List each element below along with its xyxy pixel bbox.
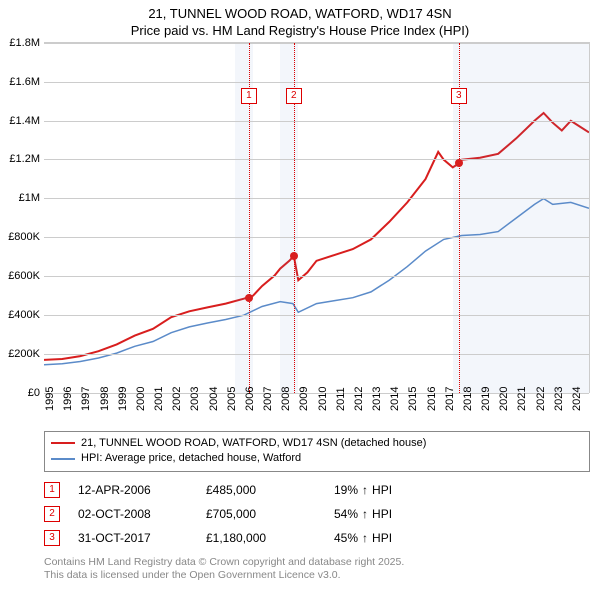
legend-swatch-2 xyxy=(51,458,75,460)
title-line-1: 21, TUNNEL WOOD ROAD, WATFORD, WD17 4SN xyxy=(0,6,600,23)
sales-table: 1 12-APR-2006 £485,000 19% ↑ HPI 2 02-OC… xyxy=(44,478,590,550)
legend-label-2: HPI: Average price, detached house, Watf… xyxy=(81,451,301,466)
x-tick-label: 2000 xyxy=(135,386,143,410)
legend-box: 21, TUNNEL WOOD ROAD, WATFORD, WD17 4SN … xyxy=(44,431,590,472)
y-tick-label: £1.4M xyxy=(0,115,40,127)
x-tick-label: 2013 xyxy=(371,386,379,410)
sales-delta-2: 54% ↑ HPI xyxy=(334,507,392,521)
y-tick-label: £200K xyxy=(0,348,40,360)
x-tick-label: 2024 xyxy=(571,386,579,410)
y-tick-label: £1M xyxy=(0,192,40,204)
up-arrow-icon: ↑ xyxy=(362,531,368,545)
sales-badge-3: 3 xyxy=(44,530,60,546)
title-line-2: Price paid vs. HM Land Registry's House … xyxy=(0,23,600,40)
x-tick-label: 2010 xyxy=(317,386,325,410)
x-tick-label: 1999 xyxy=(117,386,125,410)
up-arrow-icon: ↑ xyxy=(362,507,368,521)
up-arrow-icon: ↑ xyxy=(362,483,368,497)
sales-row-3: 3 31-OCT-2017 £1,180,000 45% ↑ HPI xyxy=(44,526,590,550)
x-tick-label: 2005 xyxy=(226,386,234,410)
x-tick-label: 2011 xyxy=(335,387,343,411)
y-tick-label: £400K xyxy=(0,309,40,321)
x-tick-label: 2023 xyxy=(553,386,561,410)
x-tick-label: 2022 xyxy=(535,386,543,410)
y-tick-label: £1.6M xyxy=(0,76,40,88)
sales-price-2: £705,000 xyxy=(206,507,316,521)
x-tick-label: 2015 xyxy=(407,386,415,410)
y-tick-label: £600K xyxy=(0,270,40,282)
sale-marker-badge: 3 xyxy=(451,88,467,104)
attribution-line-1: Contains HM Land Registry data © Crown c… xyxy=(44,556,590,570)
x-tick-label: 2007 xyxy=(262,386,270,410)
sales-price-1: £485,000 xyxy=(206,483,316,497)
sale-marker-badge: 2 xyxy=(286,88,302,104)
x-tick-label: 2001 xyxy=(153,386,161,410)
x-tick-label: 1996 xyxy=(62,386,70,410)
x-tick-label: 2004 xyxy=(208,386,216,410)
sales-date-2: 02-OCT-2008 xyxy=(78,507,188,521)
x-tick-label: 2020 xyxy=(498,386,506,410)
sales-date-3: 31-OCT-2017 xyxy=(78,531,188,545)
legend-item-1: 21, TUNNEL WOOD ROAD, WATFORD, WD17 4SN … xyxy=(51,436,583,451)
x-tick-label: 2003 xyxy=(189,386,197,410)
sales-badge-1: 1 xyxy=(44,482,60,498)
x-tick-label: 1997 xyxy=(80,386,88,410)
x-tick-label: 2006 xyxy=(244,386,252,410)
chart-container: 21, TUNNEL WOOD ROAD, WATFORD, WD17 4SN … xyxy=(0,0,600,590)
sales-row-2: 2 02-OCT-2008 £705,000 54% ↑ HPI xyxy=(44,502,590,526)
legend-label-1: 21, TUNNEL WOOD ROAD, WATFORD, WD17 4SN … xyxy=(81,436,426,451)
sales-delta-1: 19% ↑ HPI xyxy=(334,483,392,497)
y-tick-label: £1.2M xyxy=(0,153,40,165)
sales-badge-2: 2 xyxy=(44,506,60,522)
y-tick-label: £1.8M xyxy=(0,37,40,49)
x-tick-label: 1995 xyxy=(44,386,52,410)
sales-date-1: 12-APR-2006 xyxy=(78,483,188,497)
x-tick-label: 2014 xyxy=(389,386,397,410)
sales-delta-3: 45% ↑ HPI xyxy=(334,531,392,545)
x-tick-label: 2012 xyxy=(353,386,361,410)
sale-marker-dot xyxy=(455,159,463,167)
x-tick-label: 2002 xyxy=(171,386,179,410)
title-block: 21, TUNNEL WOOD ROAD, WATFORD, WD17 4SN … xyxy=(0,0,600,42)
y-tick-label: £800K xyxy=(0,231,40,243)
sale-marker-dot xyxy=(290,252,298,260)
attribution-text: Contains HM Land Registry data © Crown c… xyxy=(44,556,590,583)
x-tick-label: 2018 xyxy=(462,386,470,410)
chart-plot-area: £0£200K£400K£600K£800K£1M£1.2M£1.4M£1.6M… xyxy=(44,42,590,393)
sales-row-1: 1 12-APR-2006 £485,000 19% ↑ HPI xyxy=(44,478,590,502)
x-tick-label: 2009 xyxy=(298,386,306,410)
attribution-line-2: This data is licensed under the Open Gov… xyxy=(44,569,590,583)
x-tick-label: 2021 xyxy=(516,386,524,410)
x-tick-label: 1998 xyxy=(99,386,107,410)
x-tick-label: 2019 xyxy=(480,386,488,410)
y-tick-label: £0 xyxy=(0,387,40,399)
x-tick-label: 2008 xyxy=(280,386,288,410)
legend-item-2: HPI: Average price, detached house, Watf… xyxy=(51,451,583,466)
sale-marker-dot xyxy=(245,294,253,302)
x-tick-label: 2016 xyxy=(426,386,434,410)
sales-price-3: £1,180,000 xyxy=(206,531,316,545)
sale-marker-badge: 1 xyxy=(241,88,257,104)
legend-swatch-1 xyxy=(51,442,75,444)
x-tick-label: 2017 xyxy=(444,386,452,410)
